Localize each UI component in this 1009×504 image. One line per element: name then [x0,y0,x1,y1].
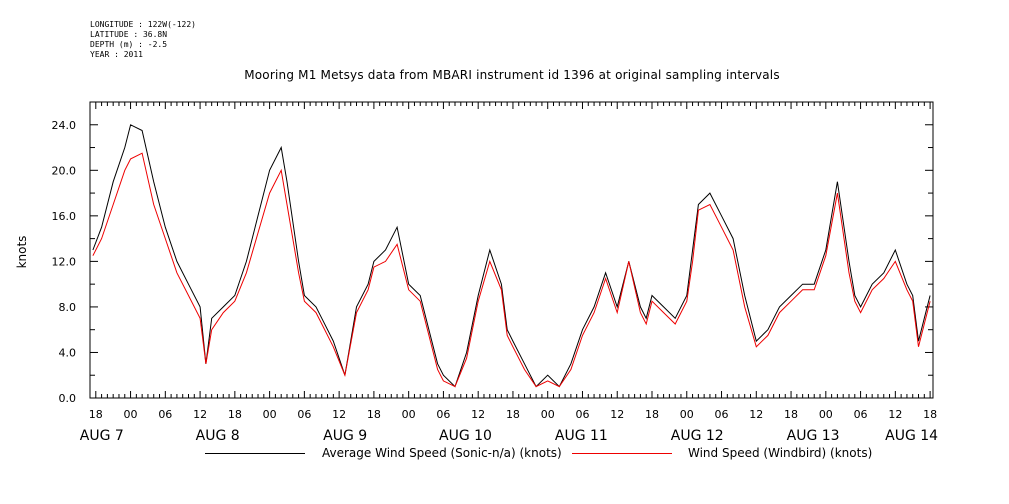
legend-swatch-average-wind [205,453,305,454]
x-tick-label: 00 [819,408,833,421]
x-day-label: AUG 10 [439,428,492,444]
legend-label-average-wind: Average Wind Speed (Sonic-n/a) (knots) [322,446,562,460]
y-tick-label: 0.0 [59,392,77,405]
year-text: YEAR : 2011 [90,50,143,59]
chart-title: Mooring M1 Metsys data from MBARI instru… [244,68,780,82]
legend-swatch-windbird [572,453,672,454]
tick-label-layer: 0.0 4.0 8.0 12.0 16.0 20.0 24.0 18 00 06 12 18 00 06 1… [52,119,939,444]
x-day-label: AUG 9 [323,428,367,444]
x-tick-label: 18 [228,408,242,421]
x-tick-label: 18 [645,408,659,421]
x-tick-label: 06 [297,408,311,421]
x-day-label: AUG 7 [80,428,124,444]
x-tick-label: 18 [89,408,103,421]
x-tick-label: 00 [402,408,416,421]
x-tick-label: 06 [575,408,589,421]
x-tick-label: 00 [124,408,138,421]
depth-text: DEPTH (m) : -2.5 [90,40,168,49]
x-tick-label: 12 [193,408,207,421]
x-tick-label: 00 [541,408,555,421]
series-line-1 [92,152,931,388]
x-day-label: AUG 14 [885,428,938,444]
plot-frame [89,101,934,399]
x-tick-label: 12 [471,408,485,421]
longitude-text: LONGITUDE : 122W(-122) [90,20,196,29]
y-tick-label: 16.0 [52,210,77,223]
x-tick-label: 12 [332,408,346,421]
x-day-label: AUG 11 [555,428,608,444]
latitude-text: LATITUDE : 36.8N [90,30,168,39]
x-tick-label: 06 [158,408,172,421]
x-day-label: AUG 8 [196,428,240,444]
x-tick-label: 18 [923,408,937,421]
x-tick-label: 00 [263,408,277,421]
y-tick-label: 24.0 [52,119,77,132]
y-tick-label: 4.0 [59,346,77,359]
x-tick-label: 12 [610,408,624,421]
x-tick-label: 06 [854,408,868,421]
y-tick-label: 12.0 [52,255,77,268]
x-tick-label: 18 [367,408,381,421]
legend-label-windbird: Wind Speed (Windbird) (knots) [688,446,873,460]
x-tick-label: 06 [436,408,450,421]
x-tick-label: 12 [888,408,902,421]
x-tick-label: 00 [680,408,694,421]
tick-layer [89,101,933,399]
y-tick-label: 20.0 [52,164,77,177]
metadata-block: LONGITUDE : 122W(-122) LATITUDE : 36.8N … [90,20,196,60]
y-tick-label: 8.0 [59,301,77,314]
x-tick-label: 06 [715,408,729,421]
x-day-label: AUG 12 [671,428,724,444]
x-tick-label: 18 [506,408,520,421]
series-layer [92,124,931,388]
x-tick-label: 12 [749,408,763,421]
series-line-0 [92,124,931,388]
x-day-label: AUG 13 [787,428,840,444]
x-tick-label: 18 [784,408,798,421]
